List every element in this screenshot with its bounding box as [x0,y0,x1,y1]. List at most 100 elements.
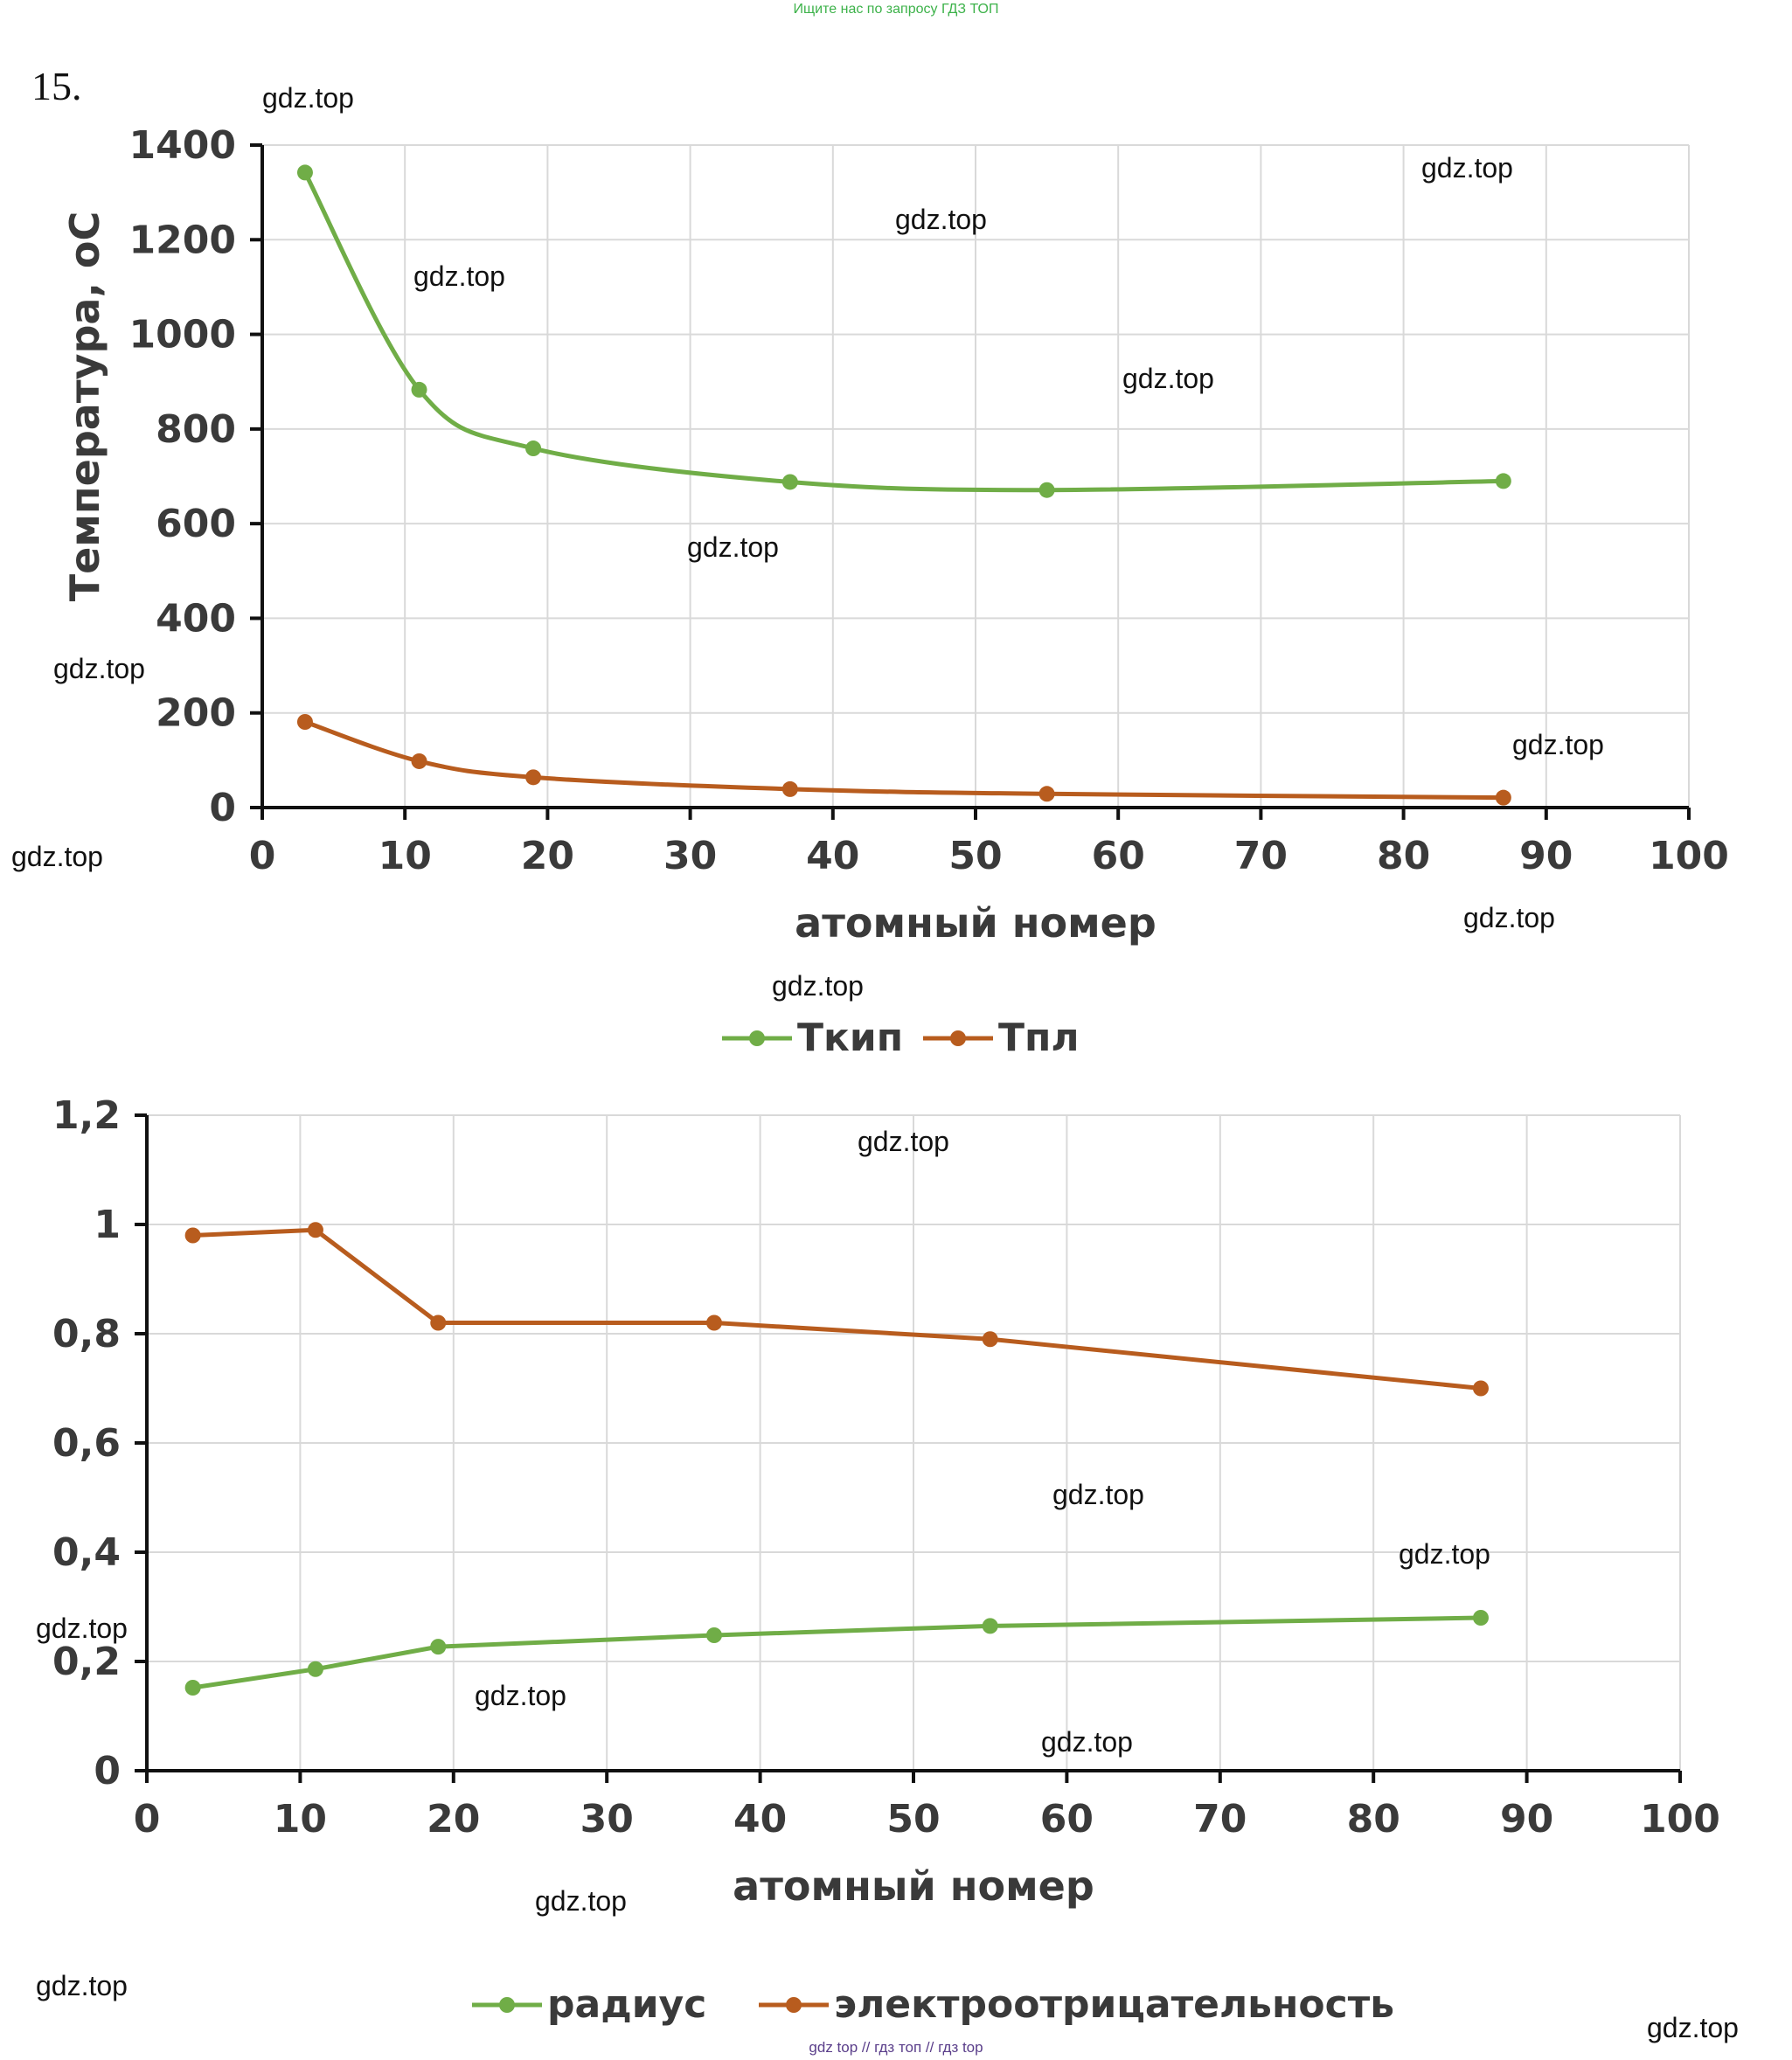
data-point [307,1222,323,1238]
watermark: gdz.top [53,653,145,684]
data-point [982,1331,998,1348]
x-tick-label: 60 [1040,1797,1094,1842]
watermark: gdz.top [1399,1538,1490,1570]
x-tick-label: 90 [1500,1797,1553,1842]
watermark: gdz.top [1463,902,1555,933]
legend-marker [950,1030,966,1046]
watermark: gdz.top [772,970,864,1002]
y-tick-label: 0,4 [52,1530,121,1575]
watermark: gdz.top [475,1680,566,1711]
legend-marker [499,1997,515,2013]
data-point [705,1314,722,1331]
watermark: gdz.top [895,204,987,235]
legend-marker [749,1030,765,1046]
legend-label: Ткип [797,1016,903,1060]
data-point [296,714,313,731]
x-tick-label: 70 [1234,834,1288,878]
x-tick-label: 30 [580,1797,634,1842]
watermark: gdz.top [413,260,505,292]
data-point [1472,1380,1489,1397]
x-tick-label: 40 [806,834,859,878]
x-tick-label: 20 [427,1797,480,1842]
data-point [781,780,798,797]
y-tick-label: 1 [94,1203,121,1247]
x-tick-label: 30 [663,834,717,878]
data-point [1472,1610,1489,1626]
y-tick-label: 0,8 [52,1312,121,1356]
watermark: gdz.top [858,1126,949,1157]
x-tick-label: 100 [1640,1797,1720,1842]
series-line-электроотрицательность [192,1227,1482,1391]
watermark: gdz.top [36,1613,128,1644]
y-tick-label: 0 [94,1749,121,1793]
series-line-Тпл [304,719,1504,801]
watermark: gdz.top [1052,1479,1144,1510]
y-axis-title: Температура, оС [61,212,108,602]
data-point [982,1618,998,1634]
y-tick-label: 1200 [129,218,236,262]
legend-label: радиус [547,1982,706,2027]
x-tick-label: 50 [948,834,1002,878]
data-point [1038,786,1055,802]
data-point [430,1314,447,1331]
search-banner[interactable]: Ищите нас по запросу ГДЗ ТОП [793,2,999,17]
x-axis-title: атомный номер [795,899,1156,947]
chart-temperature: 0 200 400 600 800 1000 1200 1400 0 10 20 30 40 50 60 70… [61,123,1729,1060]
y-tick-label: 600 [156,502,236,546]
watermark: gdz.top [535,1885,627,1917]
x-tick-label: 0 [249,834,276,878]
data-point [184,1680,201,1696]
y-tick-label: 0,6 [52,1421,121,1466]
legend-label: Тпл [998,1016,1080,1060]
data-point [411,753,427,769]
data-point [307,1661,323,1677]
watermark: gdz.top [36,1970,128,2001]
x-tick-label: 70 [1193,1797,1247,1842]
task-number: 15. [31,64,82,108]
x-tick-label: 90 [1519,834,1573,878]
watermark: gdz.top [1122,363,1214,394]
legend-label: электроотрицательность [834,1982,1394,2027]
footer-links[interactable]: gdz top // гдз топ // гдз top [809,2039,983,2056]
data-point [430,1639,447,1655]
x-tick-label: 40 [733,1797,787,1842]
x-tick-label: 100 [1649,834,1729,878]
data-point [1038,482,1055,498]
series-line-Ткип [302,171,1504,493]
data-point [525,769,542,786]
x-tick-label: 20 [521,834,574,878]
watermark: gdz.top [1512,729,1604,760]
y-tick-label: 800 [156,407,236,452]
y-tick-label: 1,2 [52,1093,121,1138]
x-tick-label: 80 [1377,834,1430,878]
watermark: gdz.top [1041,1726,1133,1758]
data-point [525,440,542,457]
watermark: gdz.top [1421,152,1513,184]
watermark: gdz.top [262,82,354,114]
data-point [411,381,427,398]
x-tick-label: 10 [379,834,432,878]
data-point [705,1627,722,1643]
x-axis-title: атомный номер [733,1862,1094,1910]
y-tick-label: 400 [156,596,236,641]
y-tick-label: 200 [156,691,236,736]
data-point [184,1227,201,1244]
x-tick-label: 0 [134,1797,161,1842]
data-point [1495,473,1511,489]
y-tick-label: 1000 [129,313,236,357]
watermark: gdz.top [687,531,779,563]
data-point [296,164,313,181]
data-point [781,474,798,490]
watermark: gdz.top [1647,2012,1739,2043]
y-tick-label: 0 [209,786,236,830]
series-line-радиус [192,1615,1482,1690]
watermark: gdz.top [11,841,103,872]
x-tick-label: 60 [1092,834,1145,878]
x-tick-label: 10 [274,1797,327,1842]
chart-radius-electronegativity: 0 0,2 0,4 0,6 0,8 1 1,2 0 10 20 30 40 50 60 70 80 90 100 а… [52,1093,1720,2027]
y-tick-label: 0,2 [52,1640,121,1684]
x-tick-label: 80 [1347,1797,1400,1842]
x-tick-label: 50 [886,1797,940,1842]
y-tick-label: 1400 [129,123,236,168]
legend-marker [786,1997,802,2013]
